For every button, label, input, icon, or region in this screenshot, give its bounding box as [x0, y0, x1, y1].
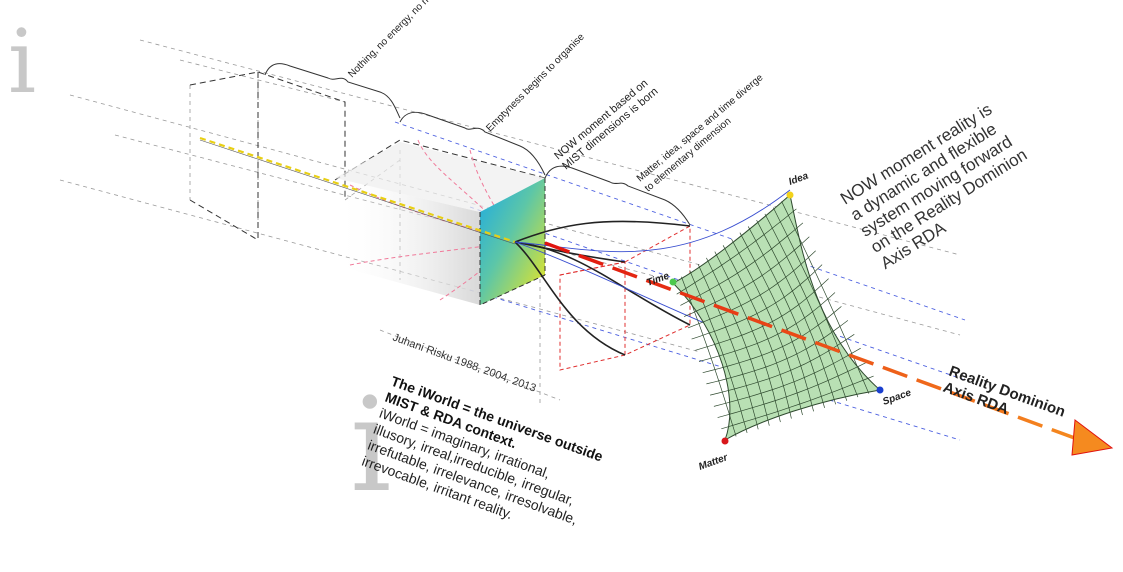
- mesh-line: [687, 250, 816, 329]
- mesh-line: [717, 361, 868, 418]
- stage-matter-label-2: to elementary dimension: [643, 116, 734, 194]
- mesh-line: [706, 320, 849, 385]
- mesh-line: [698, 292, 836, 362]
- matter-point: [721, 437, 729, 445]
- stage-now-label-1: NOW moment based on: [552, 77, 650, 162]
- idea-point: [786, 191, 794, 199]
- iworld-logo-bottom: i: [350, 369, 392, 521]
- rda-axis-label: Reality Dominion Axis RDA: [941, 363, 1068, 421]
- stage-now-label-2: MIST dimensions is born: [560, 85, 660, 172]
- time-point: [669, 278, 677, 286]
- stage-braces: [264, 63, 691, 226]
- divergence-frame: [559, 225, 691, 371]
- reality-mesh: [672, 194, 882, 442]
- mesh-line: [721, 375, 874, 430]
- stage-emptyness-label: Emptyness begins to organise: [484, 31, 587, 134]
- mesh-line: [683, 236, 810, 317]
- idea-label: Idea: [787, 170, 810, 187]
- iworld-description: The iWorld = the universe outside MIST &…: [360, 373, 605, 528]
- mesh-line: [702, 306, 842, 374]
- space-label: Space: [881, 387, 913, 408]
- mesh-line: [710, 334, 855, 396]
- emptyness-cube: [335, 142, 545, 305]
- mesh-line: [691, 264, 823, 340]
- matter-label: Matter: [697, 452, 730, 473]
- iworld-logo-top: i: [8, 10, 36, 113]
- mesh-line: [676, 208, 797, 295]
- mesh-line: [713, 347, 861, 407]
- blue-guides: [394, 121, 966, 441]
- mesh-line: [695, 278, 829, 351]
- now-moment-note: NOW moment reality is a dynamic and flex…: [837, 100, 1030, 273]
- rda-axis: [544, 241, 1114, 456]
- origin-line: [199, 136, 516, 244]
- now-cube: [479, 178, 546, 306]
- mesh-line: [680, 222, 804, 306]
- stage-nothing-label: Nothing, no energy, no nothing: [346, 0, 450, 80]
- space-point: [876, 386, 884, 394]
